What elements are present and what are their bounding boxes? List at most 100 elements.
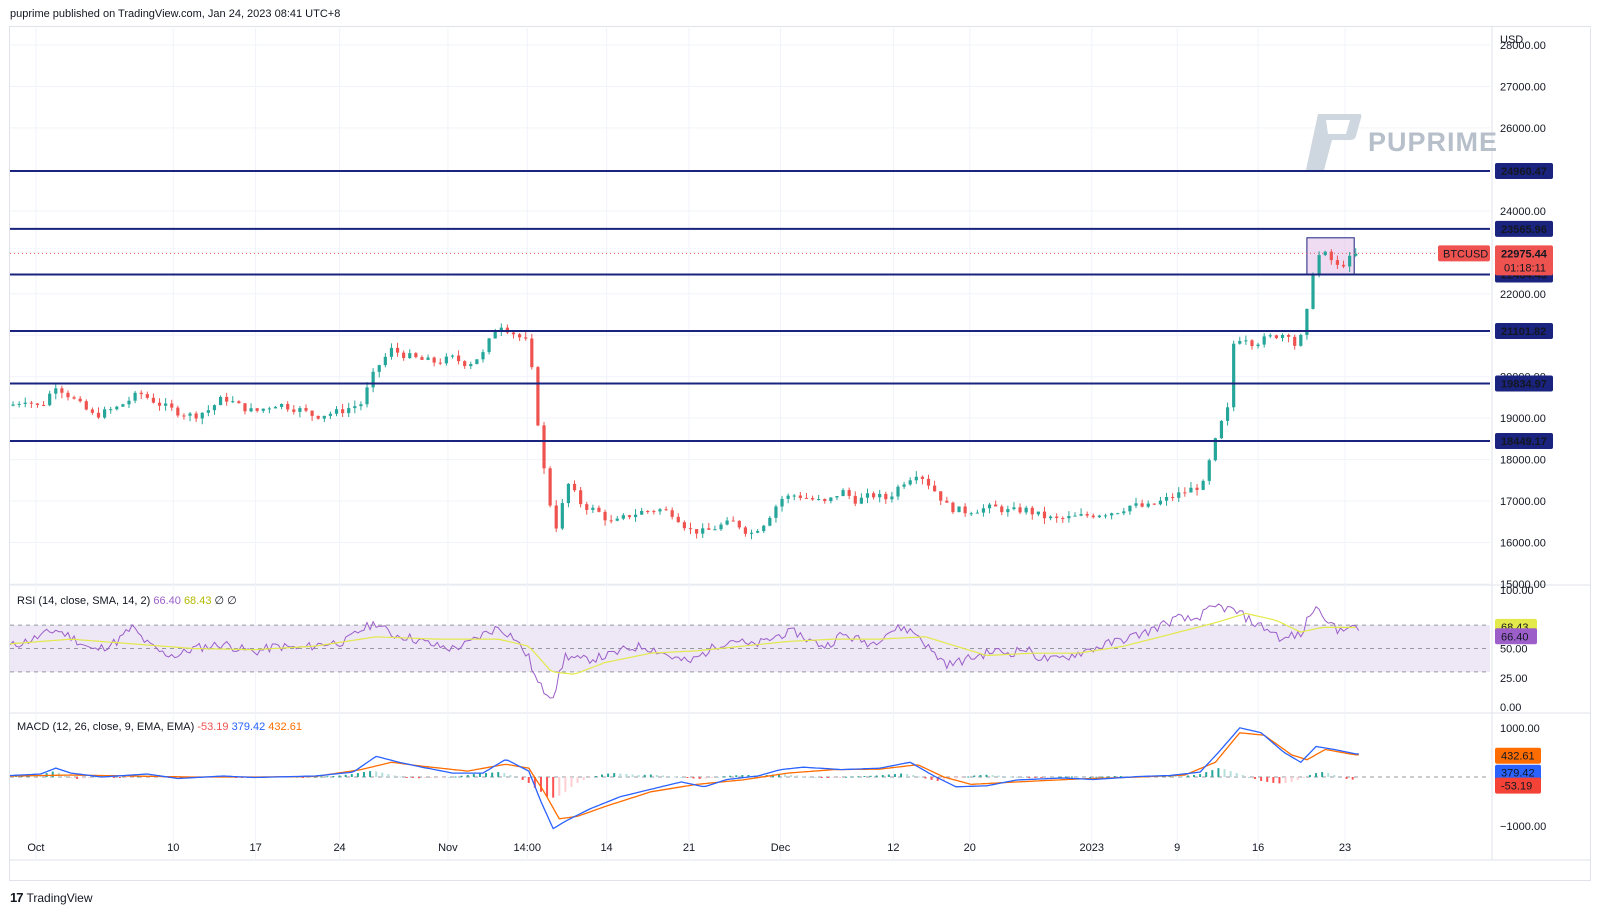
level-price-label: 23565.96	[1501, 224, 1547, 236]
macd-hist-bar	[405, 777, 408, 778]
macd-hist-bar	[1235, 773, 1238, 777]
candle-body	[1250, 340, 1254, 347]
macd-hist-bar	[76, 777, 79, 779]
macd-hist-bar	[137, 776, 140, 778]
symbol-tag	[1438, 245, 1490, 262]
candle-body	[762, 525, 766, 532]
macd-hist-bar	[1193, 775, 1195, 777]
macd-hist-bar	[1095, 776, 1098, 778]
macd-hist-bar	[1119, 776, 1122, 778]
footer: 17 TradingView	[10, 890, 93, 905]
macd-hist-bar	[936, 777, 939, 781]
macd-hist-bar	[1345, 777, 1348, 779]
macd-hist-bar	[723, 776, 726, 778]
macd-hist-bar	[1290, 777, 1293, 782]
macd-hist-bar	[485, 773, 488, 777]
candle-body	[682, 522, 686, 529]
macd-hist-bar	[558, 777, 561, 796]
macd-hist-bar	[625, 774, 628, 777]
candle-body	[664, 509, 668, 511]
candle-body	[1061, 518, 1065, 520]
candle-body	[414, 353, 418, 358]
candle-body	[566, 483, 571, 504]
macd-hist-bar	[1308, 775, 1311, 777]
macd-hist-bar	[790, 775, 793, 777]
candle-body	[780, 498, 784, 507]
candle-body	[456, 355, 461, 362]
time-tick-label: 21	[683, 842, 695, 854]
macd-hist-bar	[1217, 768, 1220, 777]
macd-hist-bar	[832, 777, 835, 778]
candle-body	[426, 357, 430, 360]
price-tick-label: 26000.00	[1500, 123, 1546, 135]
macd-hist-bar	[924, 777, 927, 779]
macd-hist-bar	[88, 777, 91, 778]
macd-hist-bar	[814, 777, 817, 778]
macd-hist-bar	[332, 776, 335, 778]
macd-hist-bar	[979, 775, 982, 777]
macd-hist-bar	[692, 777, 695, 779]
candle-body	[1354, 253, 1358, 256]
candle-body	[164, 403, 168, 406]
candle-body	[420, 357, 424, 360]
candle-body	[1329, 251, 1333, 261]
macd-hist-bar	[954, 777, 957, 779]
candle-body	[1341, 264, 1346, 267]
candle-body	[469, 364, 473, 367]
macd-hist-bar	[704, 777, 707, 779]
candle-body	[182, 415, 186, 417]
time-tick-label: 14:00	[513, 842, 541, 854]
candle-body	[823, 498, 827, 502]
macd-hist-bar	[601, 774, 603, 777]
candle-body	[29, 402, 33, 404]
candle-body	[1110, 513, 1114, 516]
candle-body	[810, 498, 815, 500]
candle-body	[688, 528, 693, 530]
macd-hist-bar	[338, 775, 341, 777]
candle-body	[951, 502, 955, 513]
candle-body	[54, 388, 58, 394]
macd-hist-bar	[686, 777, 689, 778]
price-tick-label: 17000.00	[1500, 496, 1546, 508]
time-tick-label: 14	[600, 842, 612, 854]
price-tick-label: 22000.00	[1500, 289, 1546, 301]
candle-body	[121, 404, 125, 407]
candle-body	[371, 371, 375, 388]
candle-body	[737, 520, 741, 528]
macd-hist-bar	[1009, 776, 1012, 778]
candle-body	[1348, 255, 1352, 267]
macd-hist-bar	[430, 777, 433, 778]
candle-body	[194, 413, 198, 419]
countdown-label: 01:18:11	[1504, 262, 1546, 274]
candle-body	[1030, 507, 1034, 515]
macd-hist-bar	[1186, 775, 1189, 777]
macd-hist-bar	[527, 777, 530, 783]
candle-body	[1195, 487, 1199, 490]
macd-hist-bar	[1296, 777, 1299, 780]
macd-hist-bar	[1315, 773, 1318, 777]
tradingview-brand[interactable]: TradingView	[26, 890, 93, 905]
puprime-logo-icon	[1306, 114, 1362, 170]
candle-body	[627, 515, 632, 518]
candle-body	[939, 491, 943, 501]
macd-hist-bar	[777, 774, 780, 777]
candle-body	[481, 352, 485, 360]
time-tick-label: 17	[250, 842, 262, 854]
candle-body	[1073, 515, 1077, 517]
macd-hist-bar	[808, 776, 811, 778]
macd-hist-bar	[39, 776, 42, 778]
macd-hist-bar	[1351, 777, 1354, 780]
candle-body	[139, 392, 143, 395]
candle-body	[560, 503, 564, 529]
candle-body	[1207, 460, 1211, 481]
candle-body	[756, 531, 760, 533]
candle-body	[35, 403, 40, 405]
candle-body	[871, 493, 876, 498]
macd-hist-bar	[1333, 775, 1336, 777]
macd-hist-bar	[857, 776, 860, 778]
candle-body	[463, 361, 467, 367]
candle-body	[188, 413, 192, 416]
macd-hist-bar	[63, 775, 66, 777]
time-tick-label: 12	[887, 842, 899, 854]
